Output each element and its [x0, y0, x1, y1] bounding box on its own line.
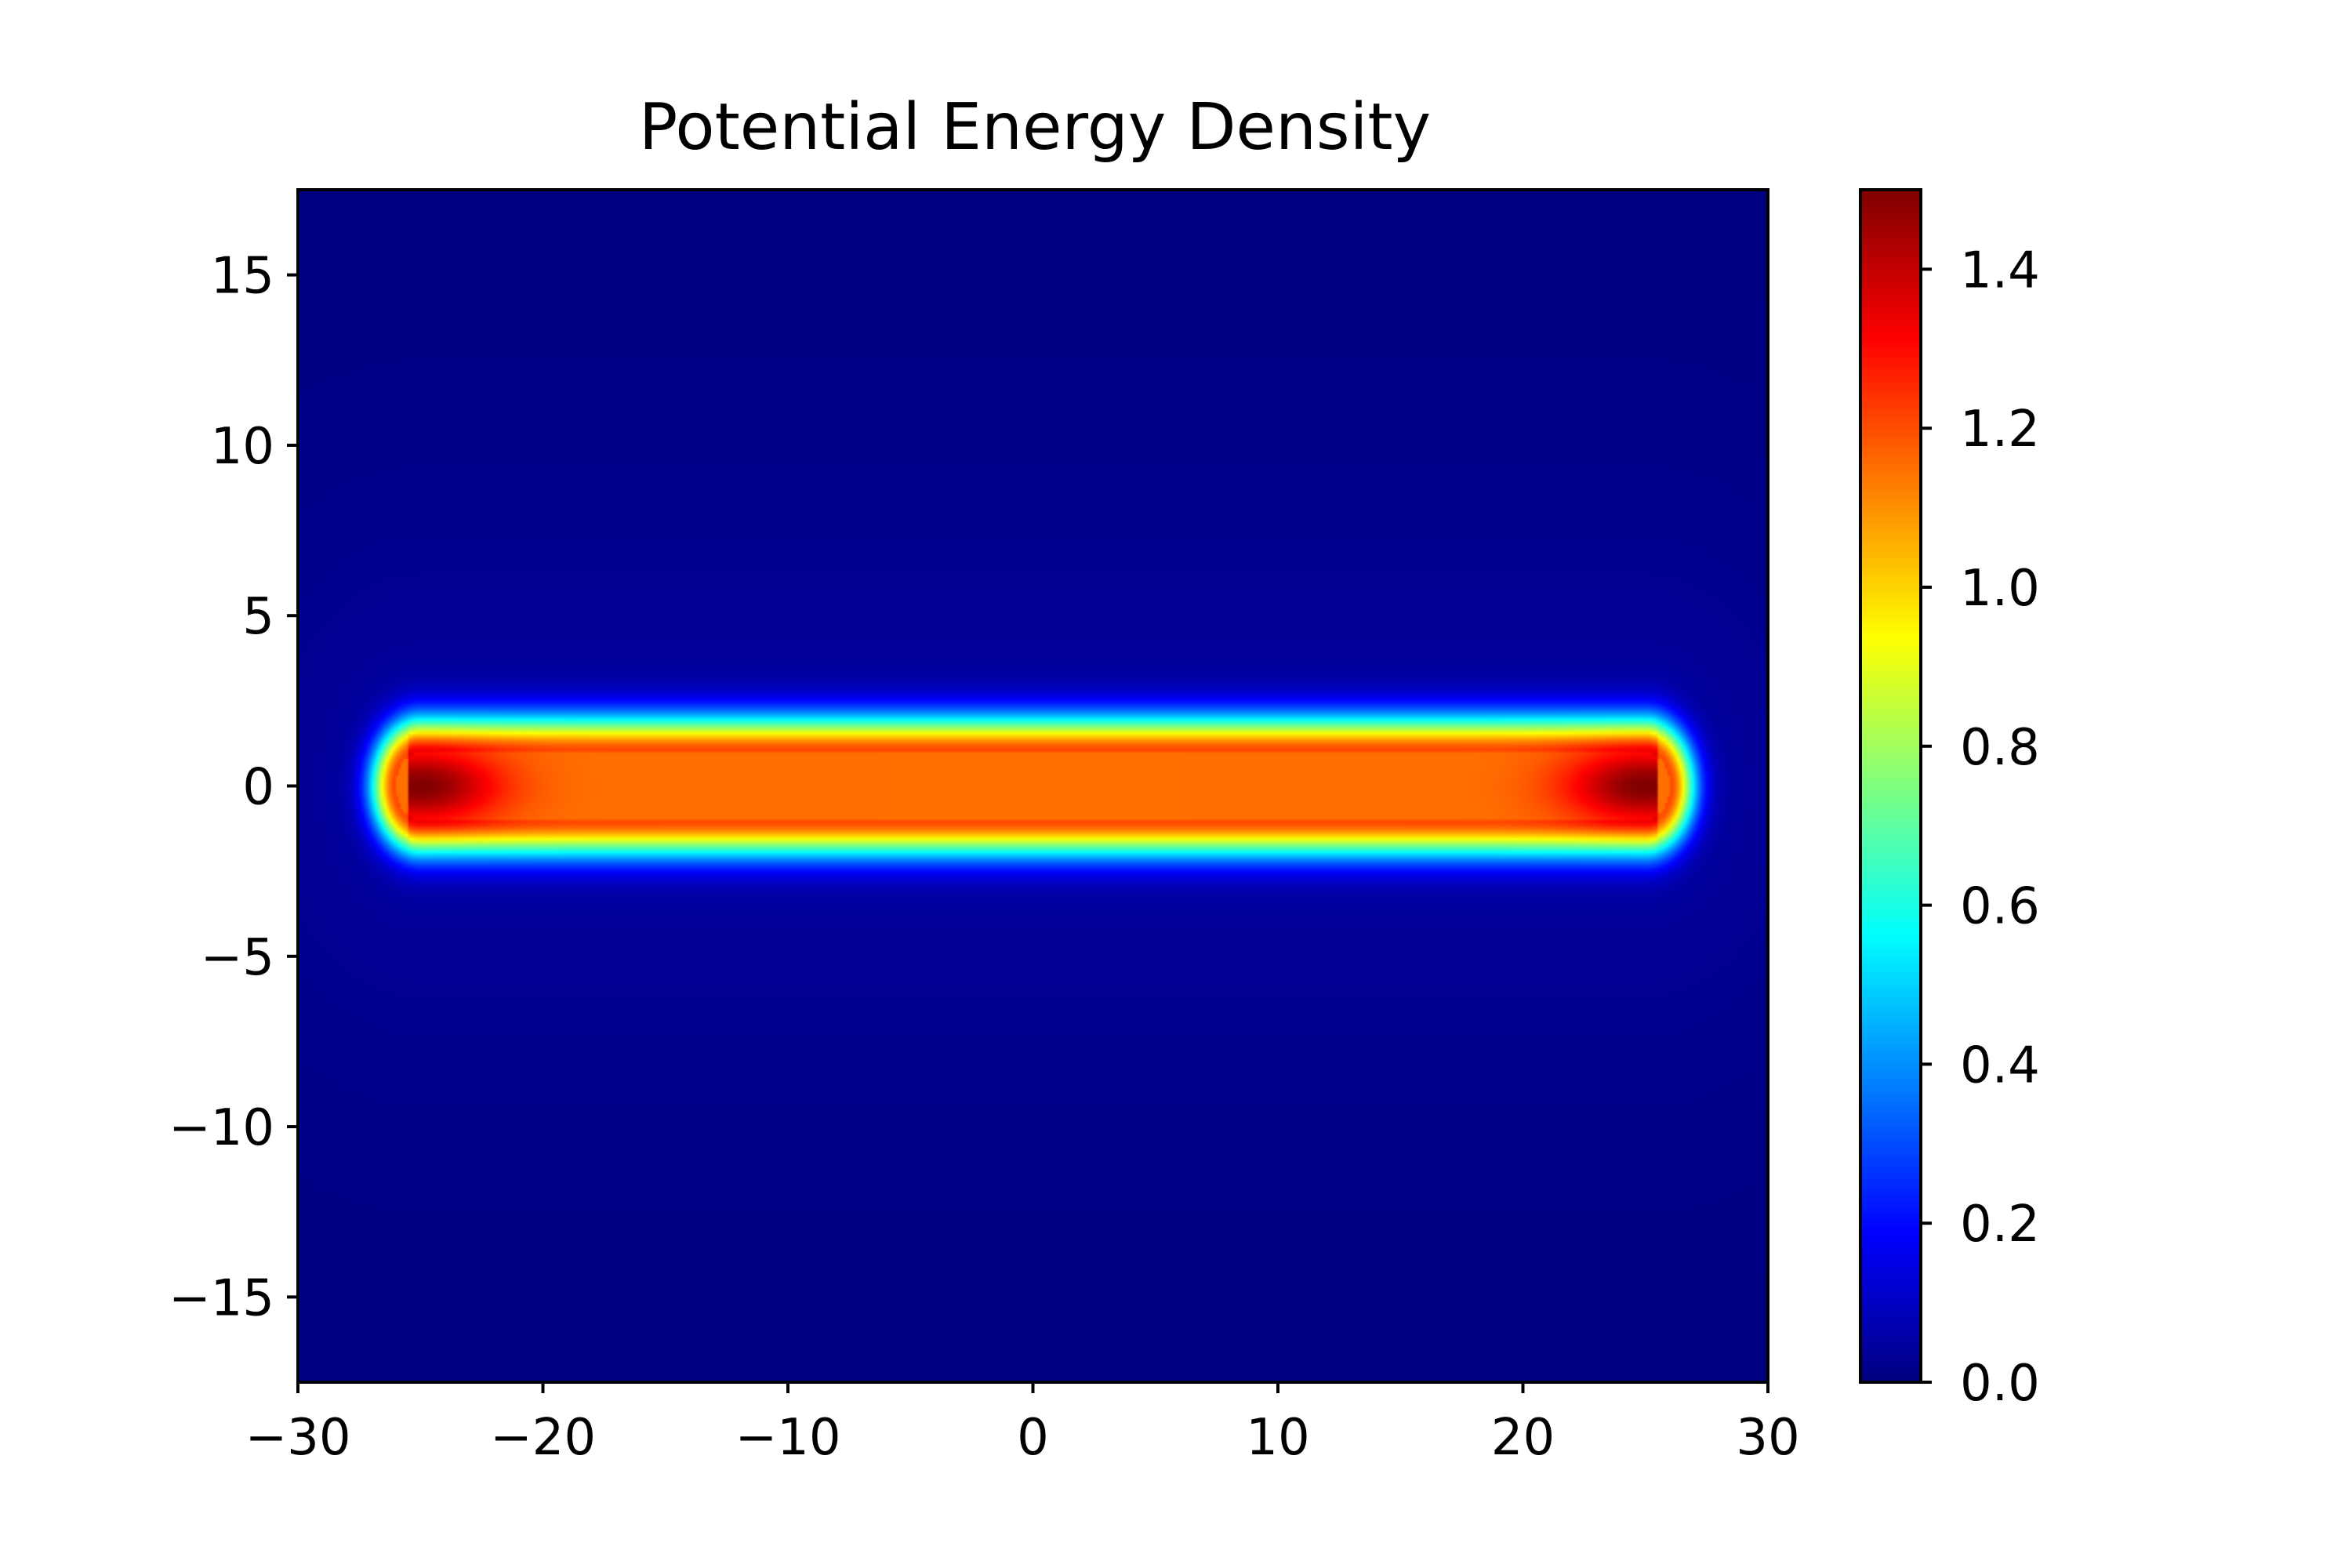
colorbar-frame	[1859, 188, 1922, 1384]
y-tick-label: −15	[169, 1269, 274, 1327]
colorbar-ticks: 0.0 0.2 0.4 0.6 0.8 1.0 1.2 1.4	[1921, 241, 2040, 1413]
colorbar-tick-label: 0.2	[1960, 1196, 2040, 1254]
plot-area	[296, 188, 1769, 1384]
colorbar-gradient	[1860, 190, 1921, 1382]
colorbar-tick-label: 0.6	[1960, 878, 2040, 936]
x-tick-label: −30	[245, 1409, 350, 1467]
colorbar-tick-label: 1.4	[1960, 241, 2040, 299]
y-axis: 15 10 5 0 −5 −10 −15	[169, 248, 298, 1327]
chart-title: Potential Energy Density	[639, 90, 1431, 165]
y-tick-label: 5	[242, 588, 274, 646]
x-tick-label: 30	[1736, 1409, 1799, 1467]
heatmap-image	[298, 190, 1768, 1382]
colorbar-tick-label: 0.4	[1960, 1036, 2040, 1094]
x-tick-label: 10	[1246, 1409, 1309, 1467]
x-tick-label: 20	[1491, 1409, 1555, 1467]
colorbar-tick-label: 1.2	[1960, 401, 2040, 459]
y-tick-label: 15	[211, 248, 274, 306]
colorbar-tick-label: 0.0	[1960, 1355, 2040, 1413]
x-axis: −30 −20 −10 0 10 20 30	[245, 1382, 1800, 1467]
x-tick-label: −20	[490, 1409, 596, 1467]
colorbar: 0.0 0.2 0.4 0.6 0.8 1.0 1.2 1.4	[1859, 188, 2040, 1413]
y-tick-label: −10	[169, 1099, 274, 1157]
y-tick-label: −5	[201, 929, 274, 987]
x-tick-label: 0	[1017, 1409, 1049, 1467]
colorbar-tick-label: 0.8	[1960, 719, 2040, 777]
colorbar-tick-label: 1.0	[1960, 560, 2040, 618]
x-tick-label: −10	[735, 1409, 840, 1467]
y-tick-label: 0	[242, 759, 274, 817]
y-tick-label: 10	[211, 418, 274, 476]
